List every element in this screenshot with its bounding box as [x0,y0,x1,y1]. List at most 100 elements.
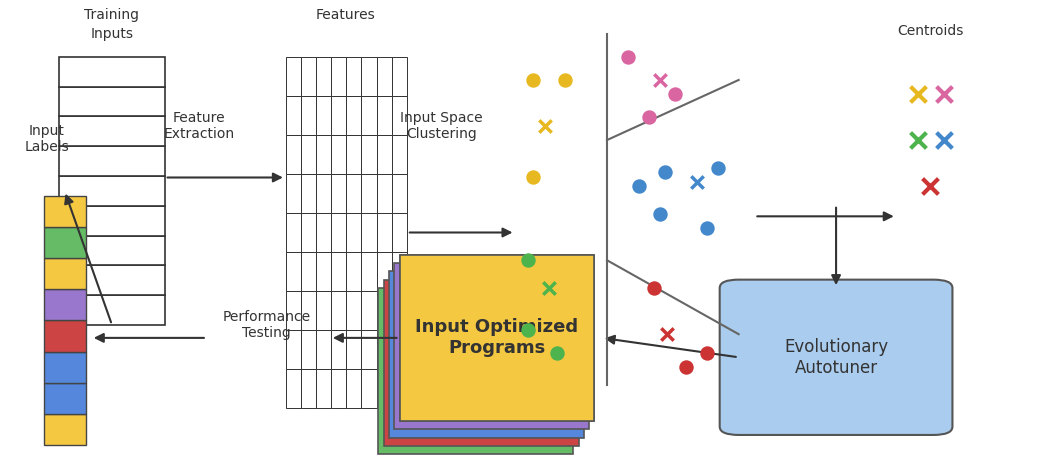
Bar [377,369,392,408]
Bar [392,252,407,291]
Bar [332,252,346,291]
Bar [392,330,407,369]
Point [922,183,939,190]
Bar [286,213,301,252]
Bar [43,383,86,414]
Bar [301,252,316,291]
Bar [301,96,316,135]
Text: Training: Training [84,8,139,22]
Point [536,122,553,130]
Bar [346,330,361,369]
Bar [59,116,165,146]
Point [630,183,647,190]
Bar [43,320,86,352]
Bar [286,369,301,408]
Point [657,169,674,176]
Bar [394,263,589,429]
Bar [392,213,407,252]
Bar [346,57,361,96]
Bar [316,174,332,213]
Bar [332,213,346,252]
Bar [301,213,316,252]
Text: Input Optimized
Programs: Input Optimized Programs [415,319,579,357]
Point [699,224,716,232]
Bar [301,174,316,213]
Bar [399,255,595,421]
Bar [332,369,346,408]
Bar [301,291,316,330]
Bar [332,135,346,174]
Point [541,284,558,292]
Bar [346,213,361,252]
Bar [59,176,165,206]
Bar [332,174,346,213]
Bar [316,252,332,291]
Bar [301,57,316,96]
Bar [361,57,377,96]
Bar [43,195,86,227]
Bar [316,291,332,330]
Bar [43,414,86,445]
Text: Features: Features [316,8,376,22]
Bar [43,227,86,258]
Bar [316,369,332,408]
Text: Input Space
Clustering: Input Space Clustering [400,111,483,141]
Bar [332,330,346,369]
Bar [346,369,361,408]
Bar [377,252,392,291]
Bar [361,291,377,330]
Bar [59,57,165,86]
Point [620,53,637,60]
Bar [392,135,407,174]
FancyBboxPatch shape [720,279,953,435]
Point [646,284,663,292]
Text: Evolutionary
Autotuner: Evolutionary Autotuner [784,338,888,377]
Bar [59,206,165,236]
Point [652,210,668,218]
Point [525,173,542,181]
Bar [286,252,301,291]
Point [667,90,684,98]
Point [689,178,705,186]
Bar [286,57,301,96]
Point [520,257,536,264]
Text: Feature
Extraction: Feature Extraction [164,111,234,141]
Point [936,90,953,98]
Bar [361,213,377,252]
Bar [361,252,377,291]
Bar [377,291,392,330]
Bar [377,213,392,252]
Text: Inputs: Inputs [91,27,133,40]
Bar [392,174,407,213]
Text: Centroids: Centroids [898,24,963,39]
Bar [316,213,332,252]
Bar [286,291,301,330]
Bar [377,96,392,135]
Bar [346,252,361,291]
Bar [392,369,407,408]
Bar [59,266,165,295]
Point [909,136,926,144]
Bar [383,279,579,446]
Bar [301,330,316,369]
Point [710,164,727,172]
Point [652,76,668,84]
Bar [377,174,392,213]
Point [525,76,542,84]
Text: Performance
Testing: Performance Testing [223,310,310,340]
Bar [392,96,407,135]
Bar [392,291,407,330]
Bar [59,146,165,176]
Bar [399,255,595,421]
Bar [43,352,86,383]
Bar [316,330,332,369]
Bar [361,330,377,369]
Text: Input
Labels: Input Labels [24,124,69,154]
Point [909,90,926,98]
Bar [301,369,316,408]
Bar [59,236,165,266]
Bar [392,57,407,96]
Bar [43,258,86,289]
Bar [378,288,573,454]
Bar [59,295,165,325]
